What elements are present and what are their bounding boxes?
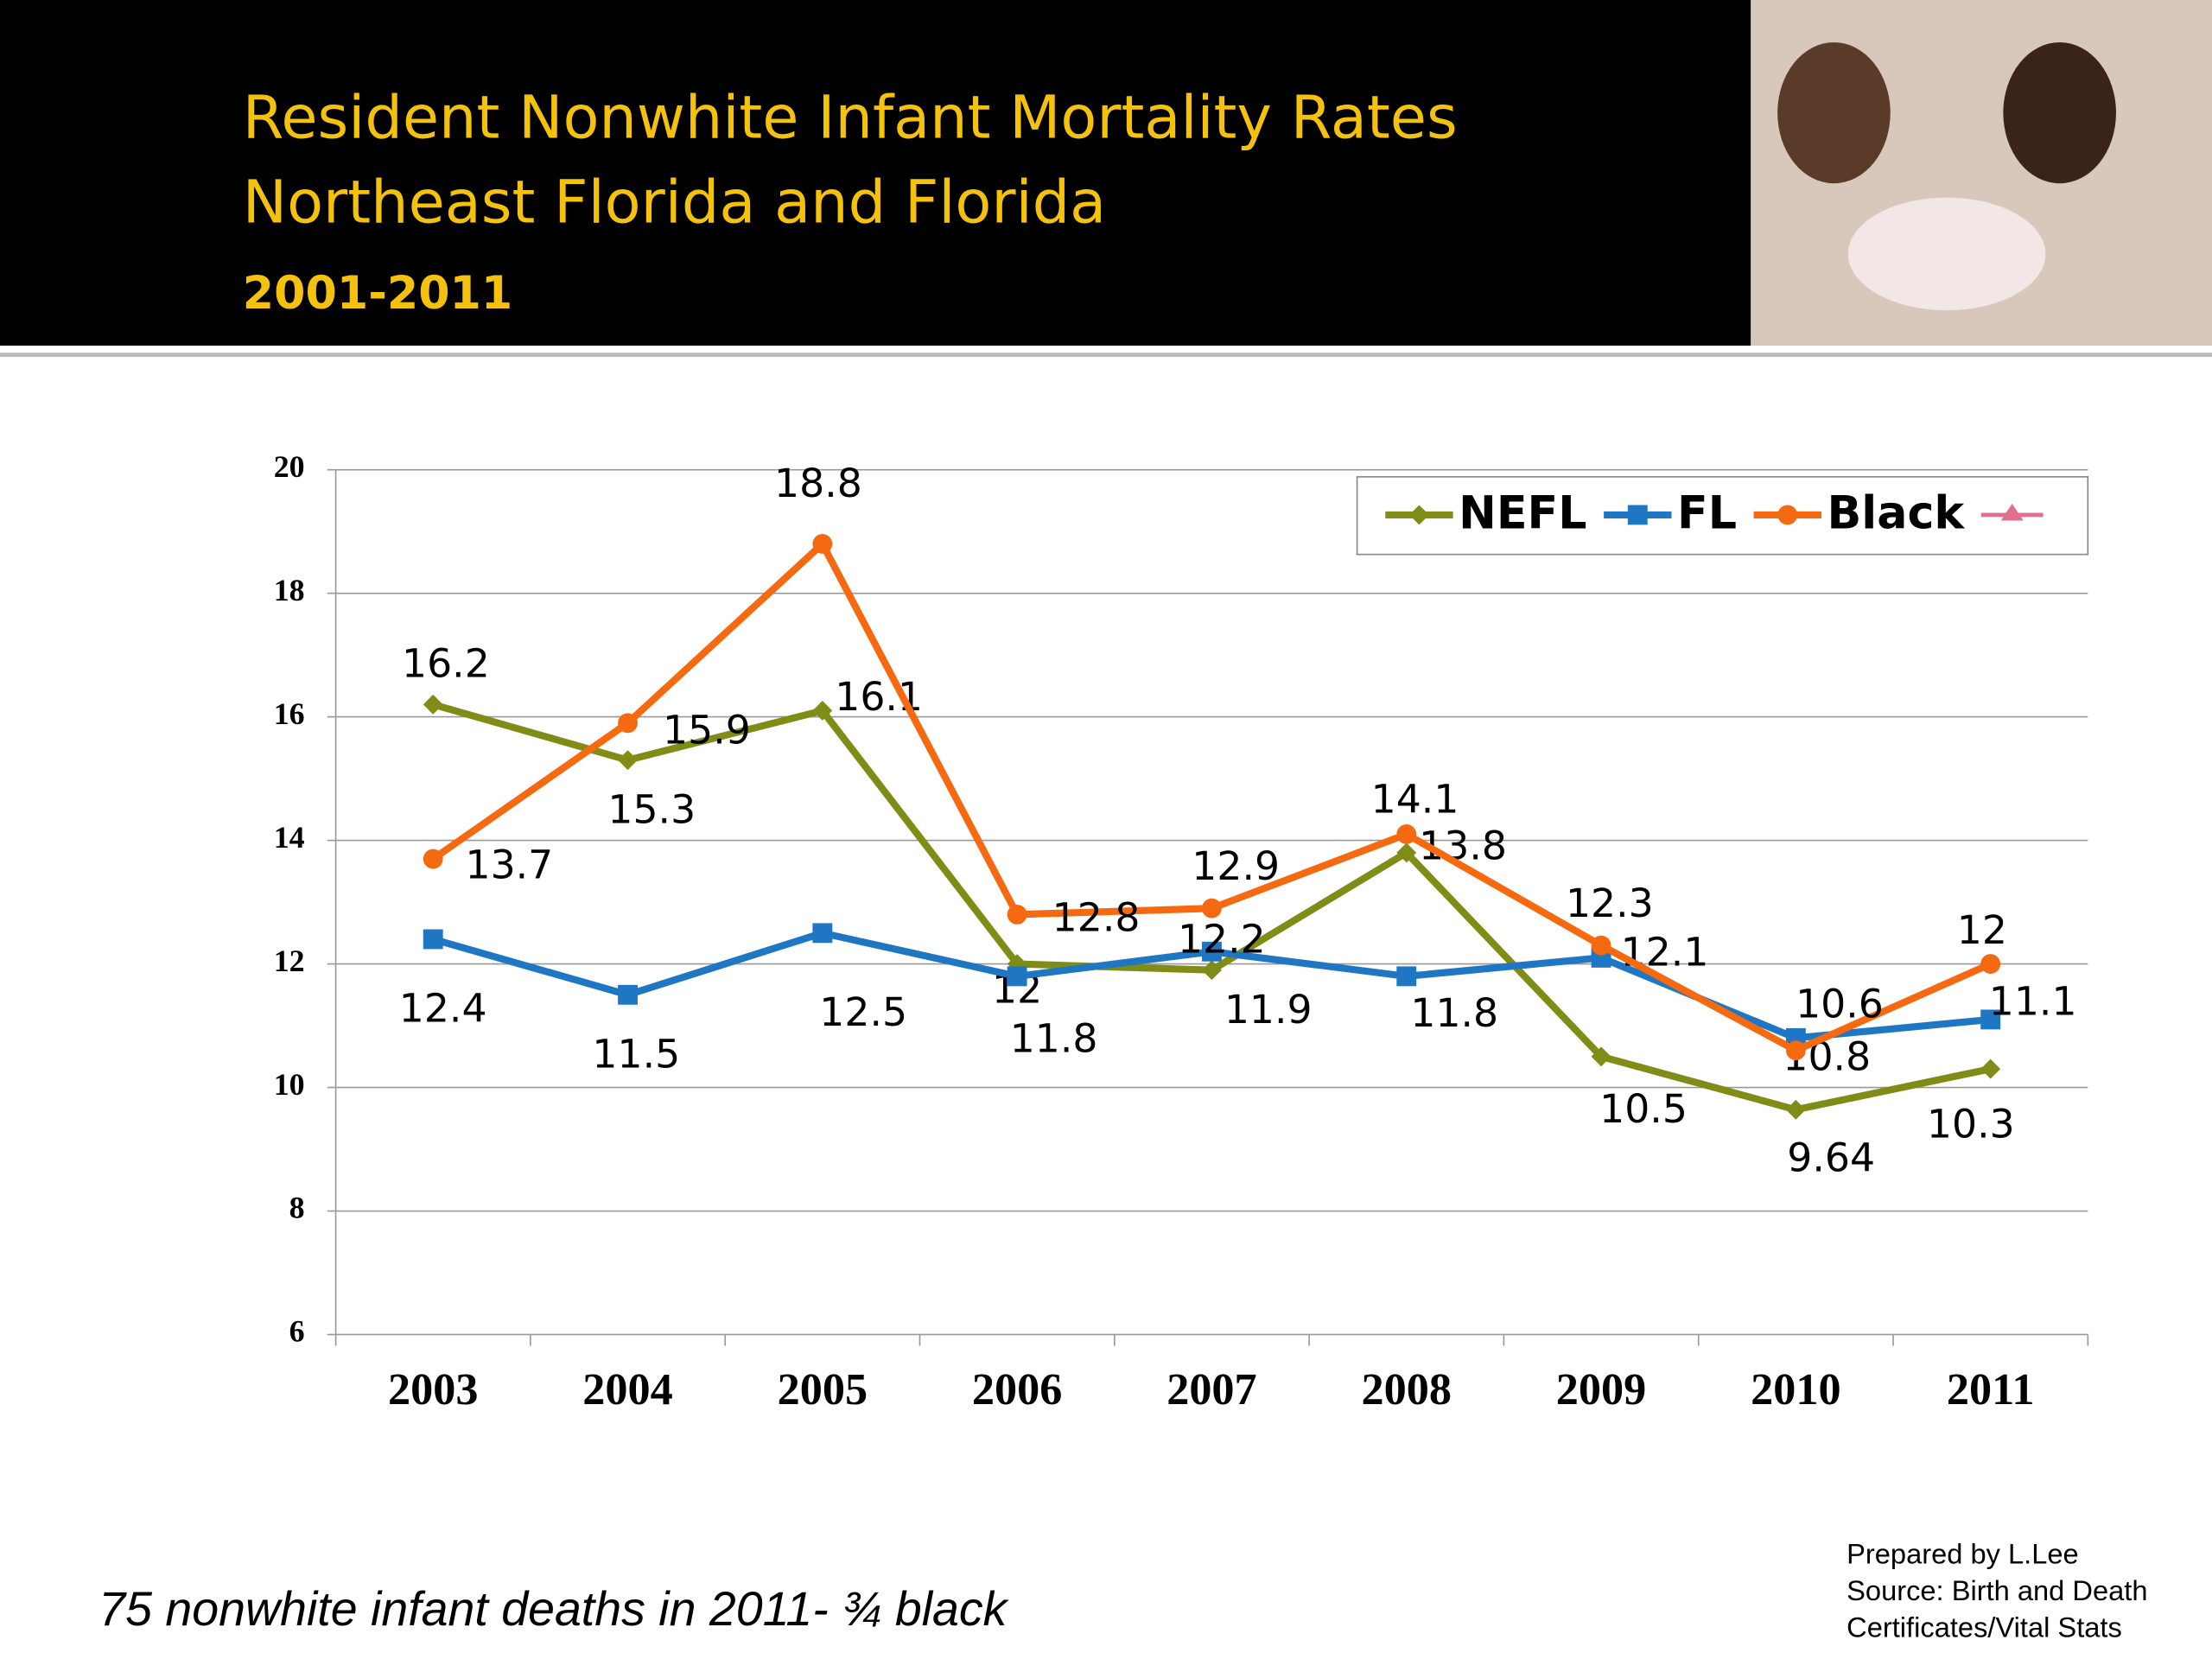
data-label: 15.9 — [663, 708, 751, 753]
data-label: 12.8 — [1052, 894, 1141, 940]
x-tick-label: 2008 — [1362, 1364, 1452, 1414]
credit: Certificates/Vital Stats — [1847, 1611, 2122, 1643]
photo-figure — [1847, 197, 2046, 311]
data-label: 10.5 — [1599, 1086, 1688, 1132]
data-label: 12.9 — [1192, 843, 1280, 889]
marker — [618, 713, 638, 734]
marker — [812, 534, 833, 554]
marker — [423, 694, 443, 715]
data-label: 14.1 — [1371, 776, 1459, 822]
marker — [812, 923, 833, 944]
marker — [1785, 1099, 1806, 1120]
legend-marker — [2000, 503, 2024, 521]
marker — [423, 849, 443, 869]
data-label: 12.5 — [819, 989, 907, 1035]
footnote: 75 nonwhite infant deaths in 2011- ¾ bla… — [99, 1582, 1009, 1636]
marker — [423, 929, 443, 950]
y-tick-label: 18 — [274, 573, 305, 607]
legend-marker — [1777, 505, 1798, 525]
marker — [1396, 966, 1417, 987]
credit: Prepared by L.Lee — [1847, 1537, 2079, 1569]
y-tick-label: 10 — [274, 1067, 305, 1102]
photo-figure — [1777, 41, 1891, 184]
header-rule — [0, 353, 2212, 358]
photo-figure — [2003, 41, 2116, 184]
marker — [1591, 935, 1611, 956]
data-label: 9.64 — [1787, 1135, 1875, 1181]
marker — [812, 701, 833, 721]
x-tick-label: 2003 — [388, 1364, 478, 1414]
y-tick-label: 6 — [289, 1314, 305, 1349]
credit: Source: Birth and Death — [1847, 1574, 2147, 1606]
data-label: 12.3 — [1566, 880, 1654, 926]
data-label: 11.8 — [1010, 1015, 1098, 1061]
legend-label: FL — [1677, 488, 1737, 540]
data-label: 12.1 — [1621, 930, 1709, 976]
x-tick-label: 2004 — [582, 1364, 672, 1414]
x-tick-label: 2006 — [972, 1364, 1062, 1414]
data-label: 13.7 — [466, 842, 554, 887]
marker — [1785, 1040, 1806, 1061]
data-label: 12 — [1957, 907, 2007, 953]
data-label: 11.5 — [592, 1032, 680, 1077]
title: Resident Nonwhite Infant Mortality Rates — [243, 83, 1458, 152]
data-label: 18.8 — [774, 461, 862, 506]
marker — [1980, 1009, 2001, 1030]
marker — [1202, 898, 1222, 918]
x-tick-label: 2007 — [1166, 1364, 1256, 1414]
data-label: 11.9 — [1224, 987, 1313, 1033]
legend-box — [1356, 476, 2089, 556]
marker — [618, 750, 638, 771]
y-tick-label: 14 — [274, 820, 305, 855]
marker — [1396, 824, 1417, 844]
x-tick-label: 2009 — [1556, 1364, 1646, 1414]
marker — [1007, 966, 1027, 987]
y-tick-label: 16 — [274, 696, 305, 731]
title: Northeast Florida and Florida — [243, 168, 1106, 237]
data-label: 10.6 — [1796, 982, 1884, 1027]
marker — [1202, 941, 1222, 962]
marker — [1007, 904, 1027, 925]
y-tick-label: 8 — [289, 1191, 305, 1225]
y-tick-label: 20 — [274, 449, 305, 484]
marker — [618, 984, 638, 1005]
legend-label: NEFL — [1459, 488, 1586, 540]
y-tick-label: 12 — [274, 944, 305, 978]
data-label: 12.2 — [1178, 916, 1266, 962]
legend-marker — [1627, 505, 1648, 525]
x-tick-label: 2011 — [1947, 1364, 2035, 1414]
marker — [1980, 954, 2001, 974]
data-label: 12.4 — [399, 986, 487, 1032]
data-label: 10.3 — [1927, 1102, 2015, 1147]
x-tick-label: 2010 — [1751, 1364, 1840, 1414]
data-label: 15.3 — [607, 787, 696, 833]
legend-label: Black — [1827, 488, 1965, 540]
data-label: 11.8 — [1410, 990, 1498, 1036]
data-label: 16.2 — [402, 641, 490, 687]
x-tick-label: 2005 — [778, 1364, 868, 1414]
subtitle: 2001-2011 — [243, 268, 512, 320]
marker — [1980, 1058, 2001, 1079]
data-label: 11.1 — [1989, 978, 2077, 1024]
